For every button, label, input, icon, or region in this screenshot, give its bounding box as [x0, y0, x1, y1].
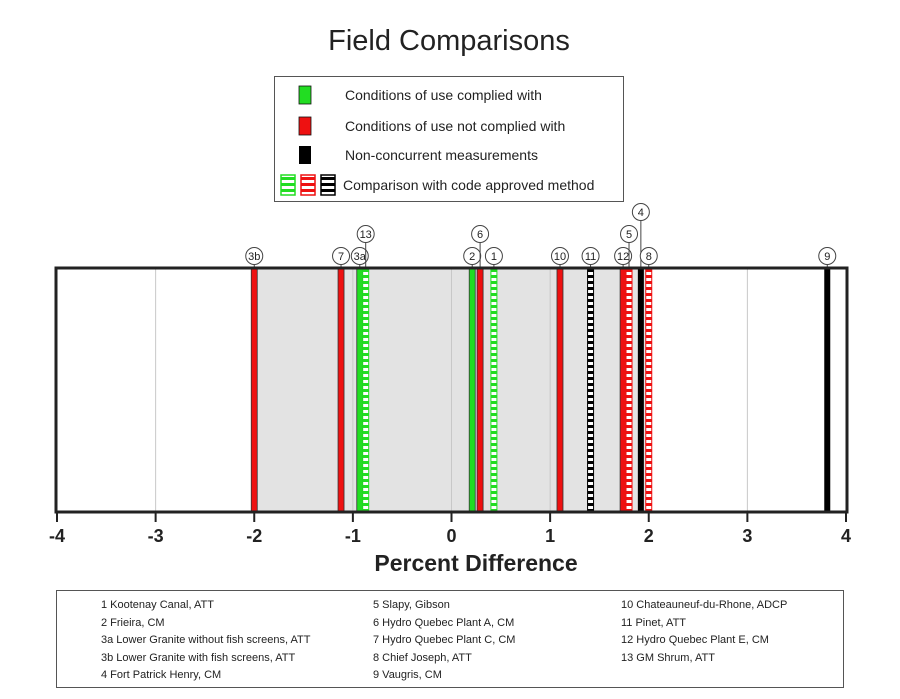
data-bar-3a [356, 268, 364, 512]
data-bar-7 [337, 268, 345, 512]
x-tick-label: 0 [446, 526, 456, 546]
legend-code-swatch [320, 174, 336, 196]
data-bar-6 [476, 268, 484, 512]
callout-7: 7 [332, 247, 351, 269]
data-bar-9 [824, 269, 831, 511]
callout-label: 12 [617, 251, 629, 263]
site-key: 1 Kootenay Canal, ATT 2 Frieira, CM 3a L… [56, 590, 844, 688]
callout-label: 4 [638, 207, 644, 219]
site-key-item: 12 Hydro Quebec Plant E, CM [621, 634, 769, 647]
legend-swatch-non-concurrent [299, 146, 311, 164]
callout-label: 5 [626, 229, 632, 241]
data-bar-5 [625, 268, 633, 512]
site-key-item: 11 Pinet, ATT [621, 616, 687, 629]
site-key-column-1: 1 Kootenay Canal, ATT 2 Frieira, CM 3a L… [101, 597, 311, 685]
callout-13: 13 [356, 225, 375, 269]
data-bar-4 [637, 269, 644, 511]
callout-label: 13 [360, 229, 372, 241]
x-tick-label: -1 [345, 526, 361, 546]
callout-label: 6 [477, 229, 483, 241]
site-key-item: 1 Kootenay Canal, ATT [101, 599, 214, 611]
x-tick-label: 1 [545, 526, 555, 546]
callout-10: 10 [550, 247, 569, 269]
callout-label: 8 [646, 251, 652, 263]
legend-label-non-concurrent: Non-concurrent measurements [345, 147, 538, 163]
legend-item-complied: Conditions of use complied with [275, 84, 542, 106]
site-key-column-3: 10 Chateauneuf-du-Rhone, ADCP 11 Pinet, … [621, 597, 787, 667]
data-bar-13 [362, 268, 370, 512]
site-key-item: 13 GM Shrum, ATT [621, 651, 715, 664]
x-tick-label: 3 [742, 526, 752, 546]
site-key-item: 8 Chief Joseph, ATT [373, 651, 472, 664]
x-axis-label: Percent Difference [374, 550, 577, 576]
callout-label: 3b [248, 251, 260, 263]
legend-label-code-approved: Comparison with code approved method [343, 177, 595, 193]
site-key-item: 6 Hydro Quebec Plant A, CM [373, 616, 515, 629]
legend-code-swatch [280, 174, 296, 196]
legend-item-code-approved: Comparison with code approved method [275, 174, 594, 196]
callout-4: 4 [631, 203, 650, 269]
callout-label: 9 [824, 251, 830, 263]
callout-3b: 3b [245, 247, 264, 269]
data-bar-10 [556, 268, 564, 512]
site-key-item: 3a Lower Granite without fish screens, A… [101, 634, 311, 647]
callout-1: 1 [484, 247, 503, 269]
legend-swatch-code-approved [280, 174, 336, 196]
callout-11: 11 [581, 247, 600, 269]
site-key-item: 2 Frieira, CM [101, 616, 165, 629]
data-bar-11 [587, 268, 595, 512]
legend-label-not-complied: Conditions of use not complied with [345, 118, 566, 134]
callout-3a: 3a [350, 247, 369, 269]
callout-label: 1 [491, 251, 497, 263]
site-key-column-2: 5 Slapy, Gibson 6 Hydro Quebec Plant A, … [373, 597, 515, 685]
site-key-item: 3b Lower Granite with fish screens, ATT [101, 651, 296, 664]
legend-item-non-concurrent: Non-concurrent measurements [275, 144, 538, 166]
data-bar-8 [645, 268, 653, 512]
callout-8: 8 [639, 247, 658, 269]
x-tick-label: -2 [246, 526, 262, 546]
callout-label: 7 [338, 251, 344, 263]
x-tick-label: -3 [148, 526, 164, 546]
callout-5: 5 [620, 225, 639, 269]
legend-swatch-complied [298, 85, 312, 105]
callout-2: 2 [463, 247, 482, 269]
chart-title: Field Comparisons [328, 25, 570, 57]
callout-label: 3a [354, 251, 367, 263]
site-key-item: 7 Hydro Quebec Plant C, CM [373, 634, 516, 647]
site-key-item: 5 Slapy, Gibson [373, 599, 450, 611]
data-bar-3b [250, 268, 258, 512]
site-key-item: 9 Vaugris, CM [373, 669, 442, 682]
x-tick-label: 2 [644, 526, 654, 546]
legend-swatch-not-complied [298, 116, 312, 136]
site-key-item: 4 Fort Patrick Henry, CM [101, 669, 222, 682]
legend-code-swatch [300, 174, 316, 196]
x-tick-label: 4 [841, 526, 851, 546]
callout-label: 10 [554, 251, 566, 263]
legend: Conditions of use complied with Conditio… [274, 76, 624, 202]
site-key-item: 10 Chateauneuf-du-Rhone, ADCP [621, 599, 788, 611]
data-bar-2 [468, 268, 476, 512]
data-bar-1 [490, 268, 498, 512]
data-bar-12 [619, 268, 627, 512]
callout-label: 11 [585, 251, 596, 263]
legend-item-not-complied: Conditions of use not complied with [275, 115, 565, 137]
callout-12: 12 [614, 247, 633, 269]
legend-label-complied: Conditions of use complied with [345, 87, 542, 103]
x-tick-label: -4 [49, 526, 65, 546]
callout-9: 9 [818, 247, 837, 269]
callout-label: 2 [469, 251, 475, 263]
callout-6: 6 [471, 225, 490, 269]
